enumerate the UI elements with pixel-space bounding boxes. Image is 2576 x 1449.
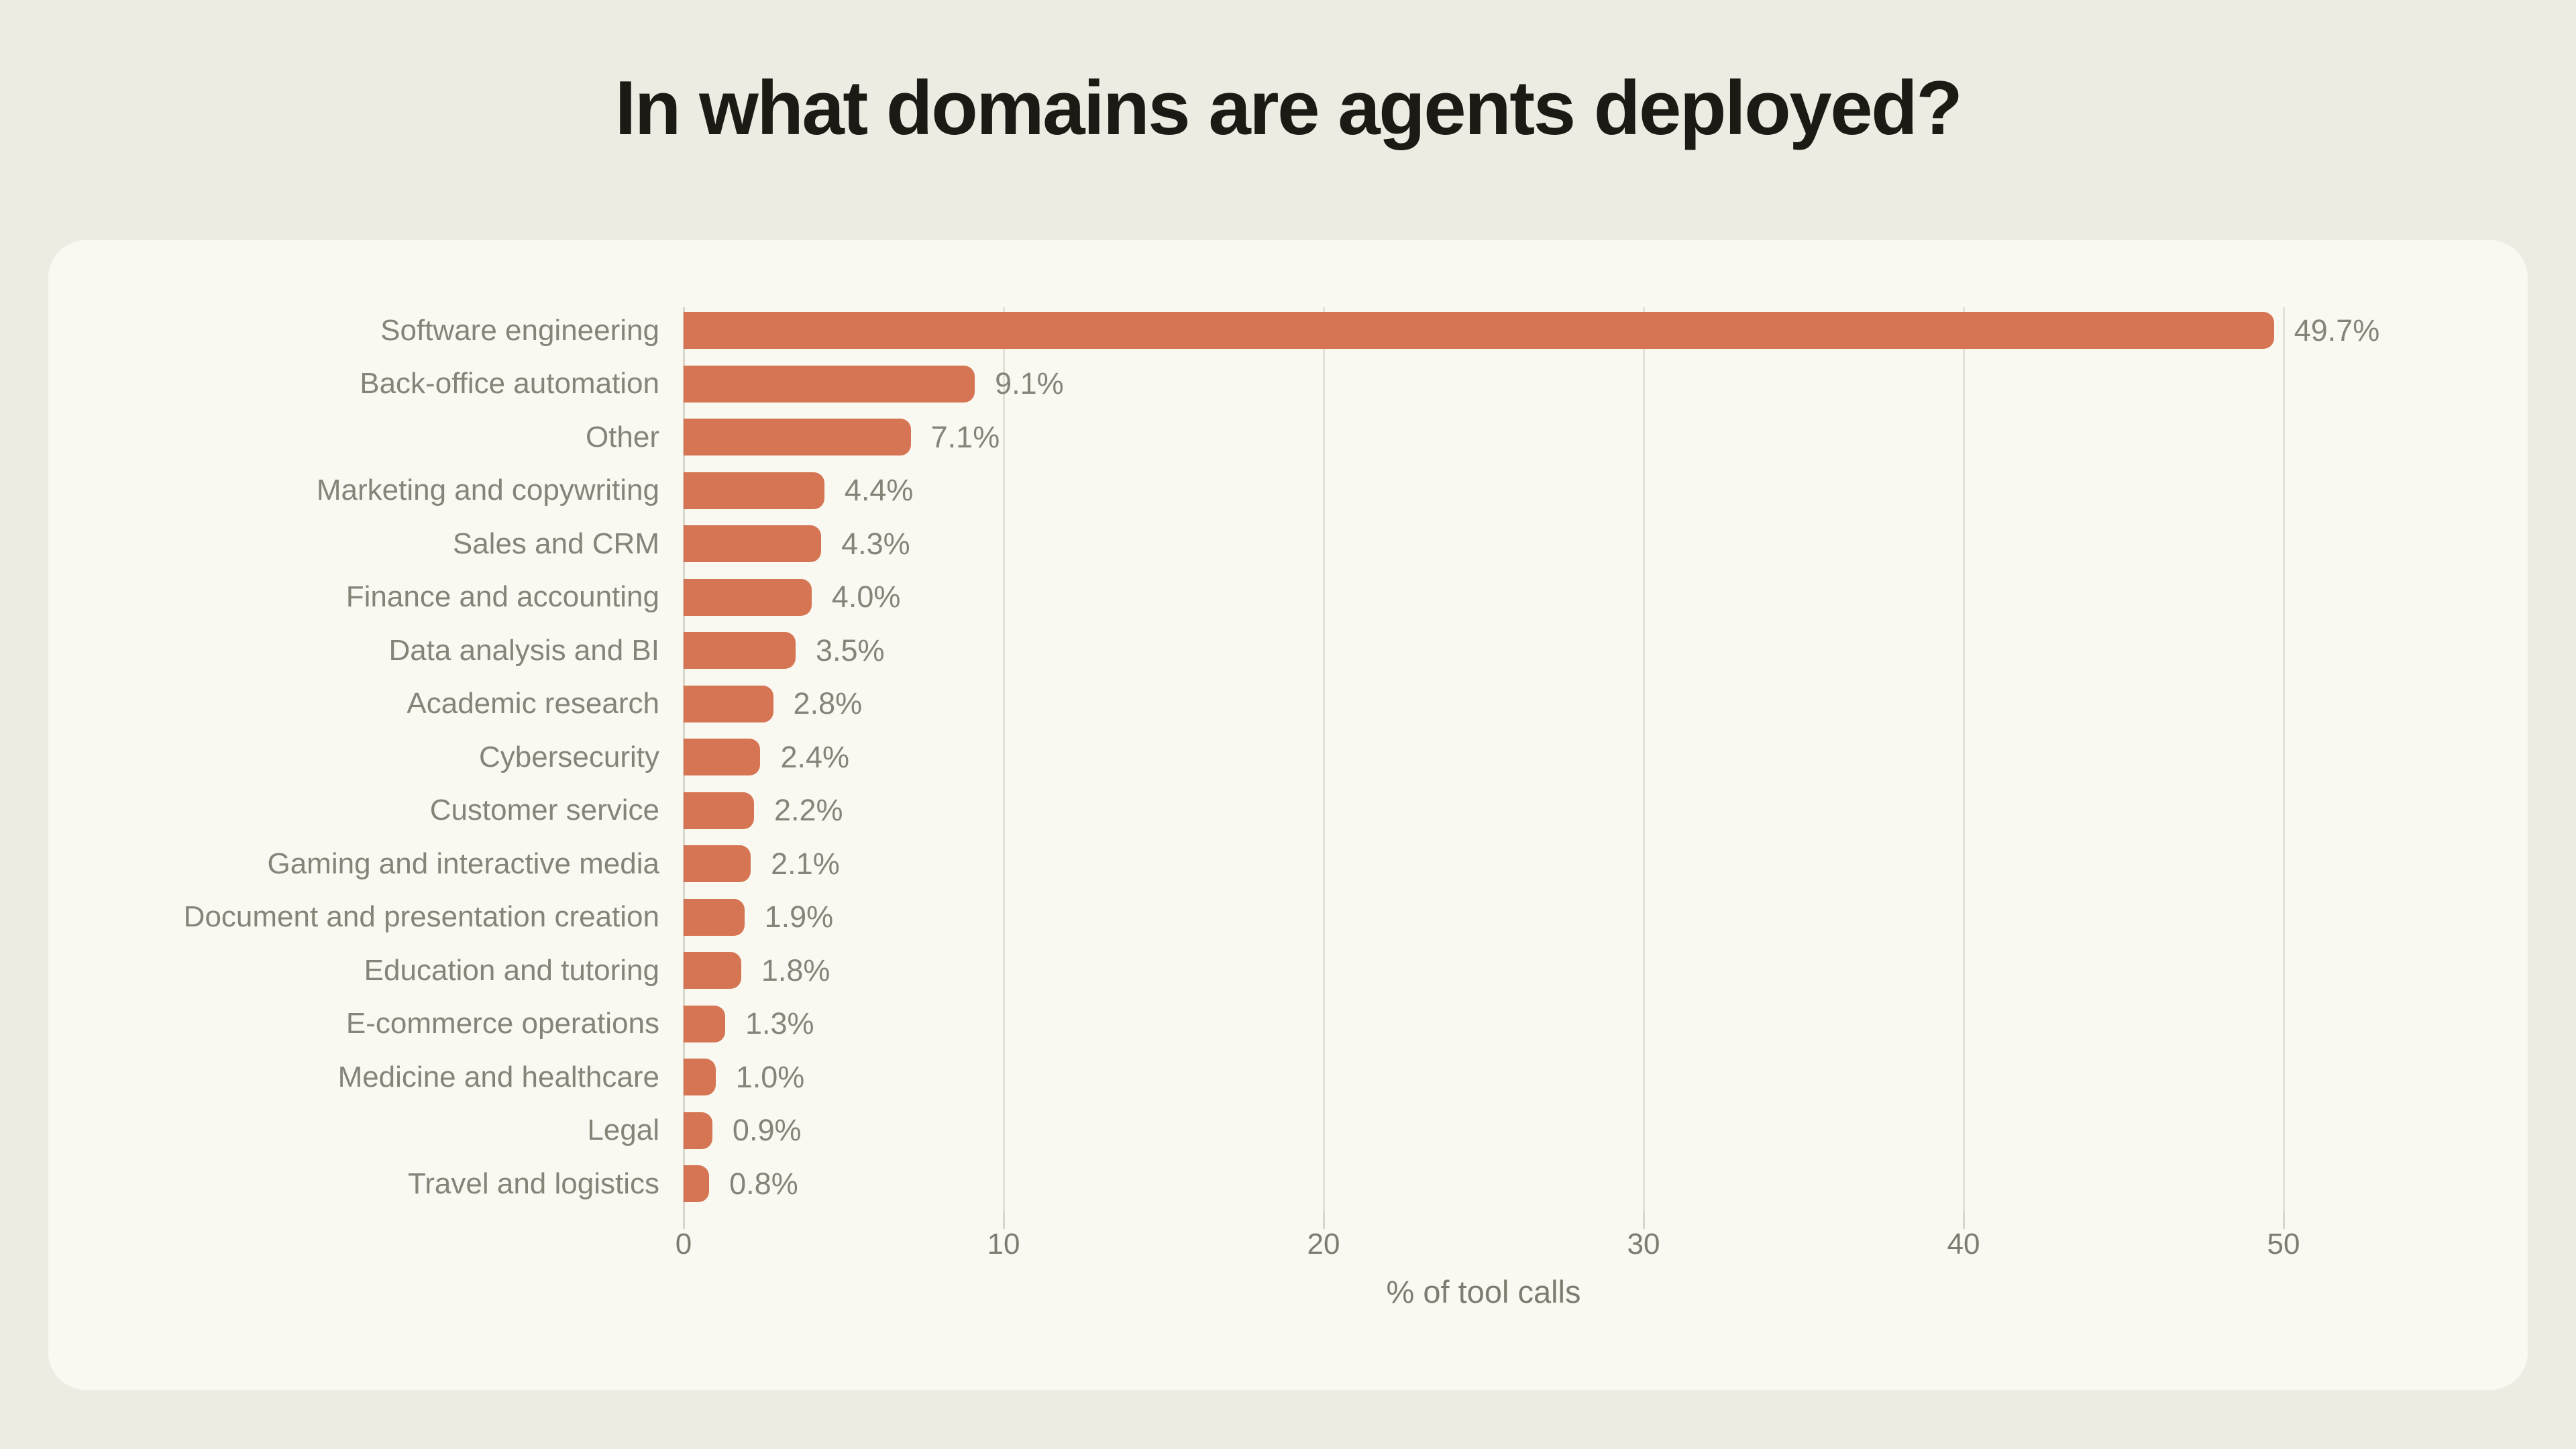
gridline	[1002, 307, 1005, 1213]
value-label: 4.0%	[831, 580, 901, 614]
bar-row: Travel and logistics 0.8%	[48, 1157, 2528, 1211]
value-label: 1.8%	[761, 953, 830, 987]
value-label: 2.4%	[780, 739, 850, 774]
x-tick-mark	[1962, 1213, 1965, 1229]
bar-row: Software engineering 49.7%	[48, 304, 2528, 358]
category-label: Document and presentation creation	[183, 900, 659, 934]
bar	[684, 845, 751, 883]
value-label: 2.2%	[773, 793, 843, 828]
category-label: Back-office automation	[360, 367, 659, 400]
x-tick-label: 10	[987, 1228, 1020, 1260]
gridline	[1642, 307, 1645, 1213]
chart-card: 0 10 20 30 40 50 Software engineering 49.7% Back…	[48, 240, 2528, 1390]
bar	[684, 472, 824, 509]
bar	[684, 1059, 716, 1096]
value-label: 4.4%	[844, 473, 914, 508]
x-axis-label: % of tool calls	[1386, 1274, 1581, 1309]
bar-row: Back-office automation 9.1%	[48, 358, 2528, 411]
value-label: 3.5%	[815, 633, 885, 667]
category-label: Travel and logistics	[408, 1167, 659, 1200]
bar-row: Document and presentation creation 1.9%	[48, 891, 2528, 945]
page-title: In what domains are agents deployed?	[614, 66, 1963, 151]
bar-row: Gaming and interactive media 2.1%	[48, 837, 2528, 891]
category-label: Academic research	[407, 687, 659, 720]
value-label: 1.9%	[764, 900, 834, 934]
bar-row: Legal 0.9%	[48, 1104, 2528, 1158]
bar	[684, 312, 2274, 350]
bar	[684, 365, 975, 402]
x-tick-label: 0	[675, 1228, 692, 1260]
category-label: Cybersecurity	[479, 740, 659, 773]
x-tick-mark	[682, 1213, 685, 1229]
bar	[684, 898, 745, 936]
value-label: 0.8%	[729, 1166, 798, 1201]
bar	[684, 632, 796, 669]
bar-row: Cybersecurity 2.4%	[48, 731, 2528, 784]
x-tick-label: 50	[2267, 1228, 2300, 1260]
value-label: 4.3%	[841, 526, 910, 561]
plot-area: 0 10 20 30 40 50 Software engineering 49.7% Back…	[48, 240, 2528, 1390]
bar-row: Medicine and healthcare 1.0%	[48, 1051, 2528, 1104]
category-label: Data analysis and BI	[388, 633, 659, 667]
x-tick-label: 30	[1627, 1228, 1660, 1260]
x-tick-mark	[2282, 1213, 2285, 1229]
x-tick-mark	[1322, 1213, 1325, 1229]
bar	[684, 952, 741, 989]
category-label: Legal	[587, 1114, 659, 1147]
category-label: Software engineering	[380, 313, 659, 347]
bar-row: Data analysis and BI 3.5%	[48, 624, 2528, 678]
category-label: Other	[585, 420, 659, 453]
bar-row: Sales and CRM 4.3%	[48, 517, 2528, 571]
gridline	[2282, 307, 2285, 1213]
value-label: 0.9%	[732, 1113, 802, 1148]
value-label: 9.1%	[995, 366, 1064, 401]
category-label: Sales and CRM	[452, 527, 659, 560]
bar-row: E-commerce operations 1.3%	[48, 998, 2528, 1051]
bar-row: Customer service 2.2%	[48, 784, 2528, 838]
category-label: Gaming and interactive media	[267, 847, 659, 880]
x-tick-mark	[1642, 1213, 1645, 1229]
bar	[684, 1005, 725, 1042]
gridline	[1962, 307, 1965, 1213]
value-label: 1.3%	[745, 1006, 814, 1041]
bar	[684, 1165, 710, 1203]
bar	[684, 739, 761, 776]
category-label: Education and tutoring	[364, 953, 659, 987]
bar	[684, 578, 812, 616]
category-label: Finance and accounting	[345, 580, 659, 614]
bar	[684, 685, 773, 722]
bar	[684, 1112, 712, 1149]
value-label: 1.0%	[735, 1059, 805, 1094]
category-label: E-commerce operations	[345, 1007, 659, 1040]
bar	[684, 525, 822, 563]
bar-row: Education and tutoring 1.8%	[48, 944, 2528, 998]
bar	[684, 792, 754, 829]
bar	[684, 419, 911, 456]
value-label: 2.8%	[793, 686, 863, 721]
category-label: Marketing and copywriting	[316, 474, 659, 507]
value-label: 49.7%	[2294, 313, 2380, 347]
gridline	[1322, 307, 1325, 1213]
value-label: 2.1%	[771, 846, 840, 881]
bar-row: Marketing and copywriting 4.4%	[48, 464, 2528, 518]
x-tick-mark	[1002, 1213, 1005, 1229]
bar-row: Other 7.1%	[48, 411, 2528, 464]
category-label: Customer service	[429, 794, 659, 827]
category-label: Medicine and healthcare	[337, 1060, 659, 1093]
value-label: 7.1%	[930, 419, 1000, 454]
bar-row: Academic research 2.8%	[48, 678, 2528, 731]
x-tick-label: 20	[1307, 1228, 1340, 1260]
bar-row: Finance and accounting 4.0%	[48, 571, 2528, 625]
x-tick-label: 40	[1947, 1228, 1980, 1260]
